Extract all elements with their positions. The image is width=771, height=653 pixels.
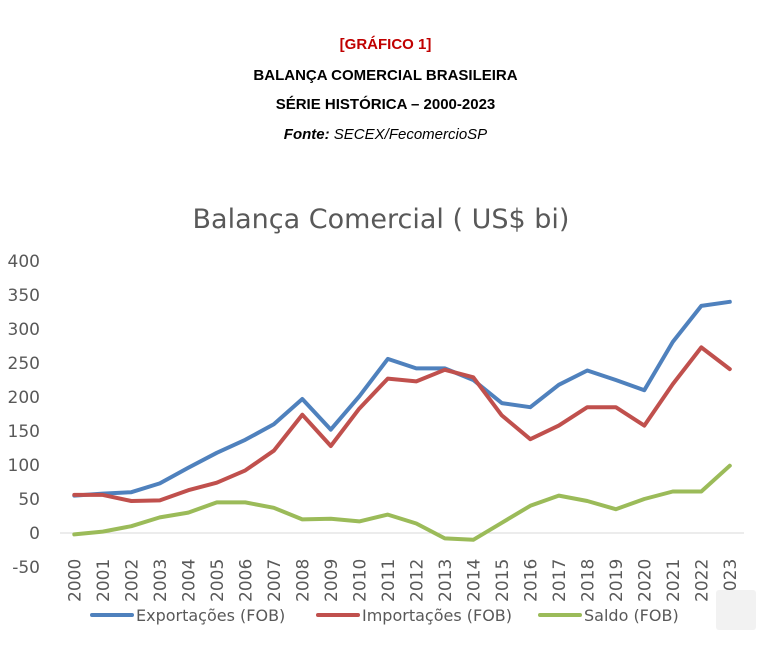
x-tick-label: 2013	[436, 559, 456, 602]
chart-title: Balança Comercial ( US$ bi)	[193, 204, 570, 235]
y-tick-label: 200	[8, 388, 40, 408]
legend: Exportações (FOB) Importações (FOB) Saldo …	[90, 606, 679, 625]
y-tick-label: 0	[29, 524, 40, 544]
x-tick-label: 2015	[493, 559, 513, 602]
scroll-top-button[interactable]	[716, 590, 756, 630]
x-tick-label: 2016	[521, 559, 541, 602]
x-tick-label: 2004	[179, 559, 199, 602]
chart-label: [GRÁFICO 1]	[339, 36, 432, 53]
x-tick-label: 2003	[151, 559, 171, 602]
x-tick-label: 2008	[293, 559, 313, 602]
x-tick-label: 2020	[635, 559, 655, 602]
y-tick-label: 150	[8, 422, 40, 442]
x-tick-label: 2012	[407, 559, 427, 602]
x-tick-label: 2005	[208, 559, 228, 602]
x-tick-label: 2011	[379, 559, 399, 602]
page-title: BALANÇA COMERCIAL BRASILEIRA	[253, 67, 518, 84]
series-line-0	[72, 299, 732, 498]
y-tick-label: -50	[12, 558, 40, 578]
x-tick-label: 2019	[607, 559, 627, 602]
source-label: Fonte:	[283, 126, 330, 143]
series-line-1	[72, 345, 732, 503]
x-tick-label: 2009	[322, 559, 342, 602]
source-line: Fonte: SECEX/FecomercioSP	[0, 126, 771, 143]
x-tick-label: 2006	[236, 559, 256, 602]
x-tick-label: 2001	[94, 559, 114, 602]
y-tick-label: 100	[8, 456, 40, 476]
x-tick-label: 2021	[664, 559, 684, 602]
y-tick-label: 300	[8, 320, 40, 340]
y-axis-ticks: -50 0 50 100 150 200 250 300 350 400	[8, 252, 40, 578]
x-tick-label: 2017	[550, 559, 570, 602]
source-value: SECEX/FecomercioSP	[333, 126, 488, 143]
x-tick-label: 2007	[265, 559, 285, 602]
y-tick-label: 50	[18, 490, 40, 510]
page-subtitle: SÉRIE HISTÓRICA – 2000-2023	[275, 96, 496, 113]
series-line-2	[72, 463, 732, 542]
x-tick-label: 2018	[578, 559, 598, 602]
x-tick-label: 2022	[692, 559, 712, 602]
y-tick-label: 250	[8, 354, 40, 374]
y-tick-label: 350	[8, 286, 40, 306]
x-tick-label: 2002	[122, 559, 142, 602]
series-lines	[72, 299, 732, 542]
x-tick-label: 2010	[350, 559, 370, 602]
y-tick-label: 400	[8, 252, 40, 272]
legend-label-2: Saldo (FOB)	[584, 606, 679, 625]
legend-label-0: Exportações (FOB)	[136, 606, 285, 625]
legend-label-1: Importações (FOB)	[362, 606, 512, 625]
x-tick-label: 2000	[65, 559, 85, 602]
x-axis-ticks: 2000 2001 2002 2003 2004 2005 2006 2007 2008 2009…	[65, 559, 741, 602]
x-tick-label: 2014	[464, 559, 484, 602]
